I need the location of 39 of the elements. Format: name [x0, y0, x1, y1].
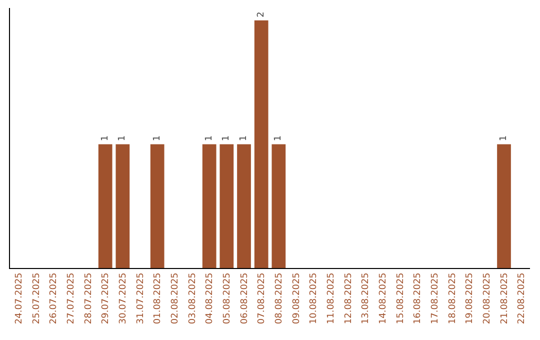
data-label: 1: [239, 135, 249, 142]
data-label: 1: [204, 135, 214, 142]
data-label: 2: [256, 12, 266, 18]
data-label: 1: [152, 135, 162, 142]
x-tick-label: 28.07.2025: [84, 272, 94, 324]
x-tick-label: 18.08.2025: [448, 272, 458, 324]
data-label: 1: [118, 135, 128, 142]
x-tick-label: 14.08.2025: [378, 272, 389, 324]
x-tick-label: 13.08.2025: [361, 272, 372, 324]
data-label: 1: [274, 135, 284, 142]
x-tick-label: 22.08.2025: [517, 272, 528, 324]
x-tick-label: 02.08.2025: [170, 272, 181, 324]
x-tick-label: 25.07.2025: [32, 272, 42, 324]
x-tick-label: 03.08.2025: [188, 272, 198, 324]
data-label: 1: [499, 135, 509, 142]
x-tick-label: 10.08.2025: [309, 272, 320, 324]
x-tick-label: 05.08.2025: [222, 272, 233, 324]
x-tick-label: 16.08.2025: [413, 272, 424, 324]
x-tick-label: 31.07.2025: [136, 272, 146, 324]
x-tick-label: 29.07.2025: [101, 272, 112, 324]
data-label: 1: [100, 135, 110, 142]
x-tick-label: 12.08.2025: [344, 272, 354, 324]
x-tick-label: 15.08.2025: [396, 272, 406, 324]
x-tick-label: 20.08.2025: [482, 272, 493, 324]
x-tick-label: 09.08.2025: [292, 272, 302, 324]
x-tick-label: 30.07.2025: [118, 272, 129, 324]
x-tick-label: 21.08.2025: [500, 272, 510, 324]
x-tick-label: 26.07.2025: [49, 272, 60, 324]
x-tick-label: 11.08.2025: [326, 272, 337, 324]
x-tick-label: 19.08.2025: [465, 272, 476, 324]
x-tick-label: 17.08.2025: [430, 272, 441, 324]
x-tick-label: 04.08.2025: [205, 272, 216, 324]
x-tick-label: 08.08.2025: [274, 272, 285, 324]
x-tick-label: 01.08.2025: [153, 272, 164, 324]
x-tick-label: 06.08.2025: [240, 272, 250, 324]
data-label: 1: [222, 135, 232, 142]
x-tick-label: 24.07.2025: [14, 272, 25, 324]
x-tick-label: 27.07.2025: [66, 272, 77, 324]
x-tick-label: 07.08.2025: [257, 272, 268, 324]
